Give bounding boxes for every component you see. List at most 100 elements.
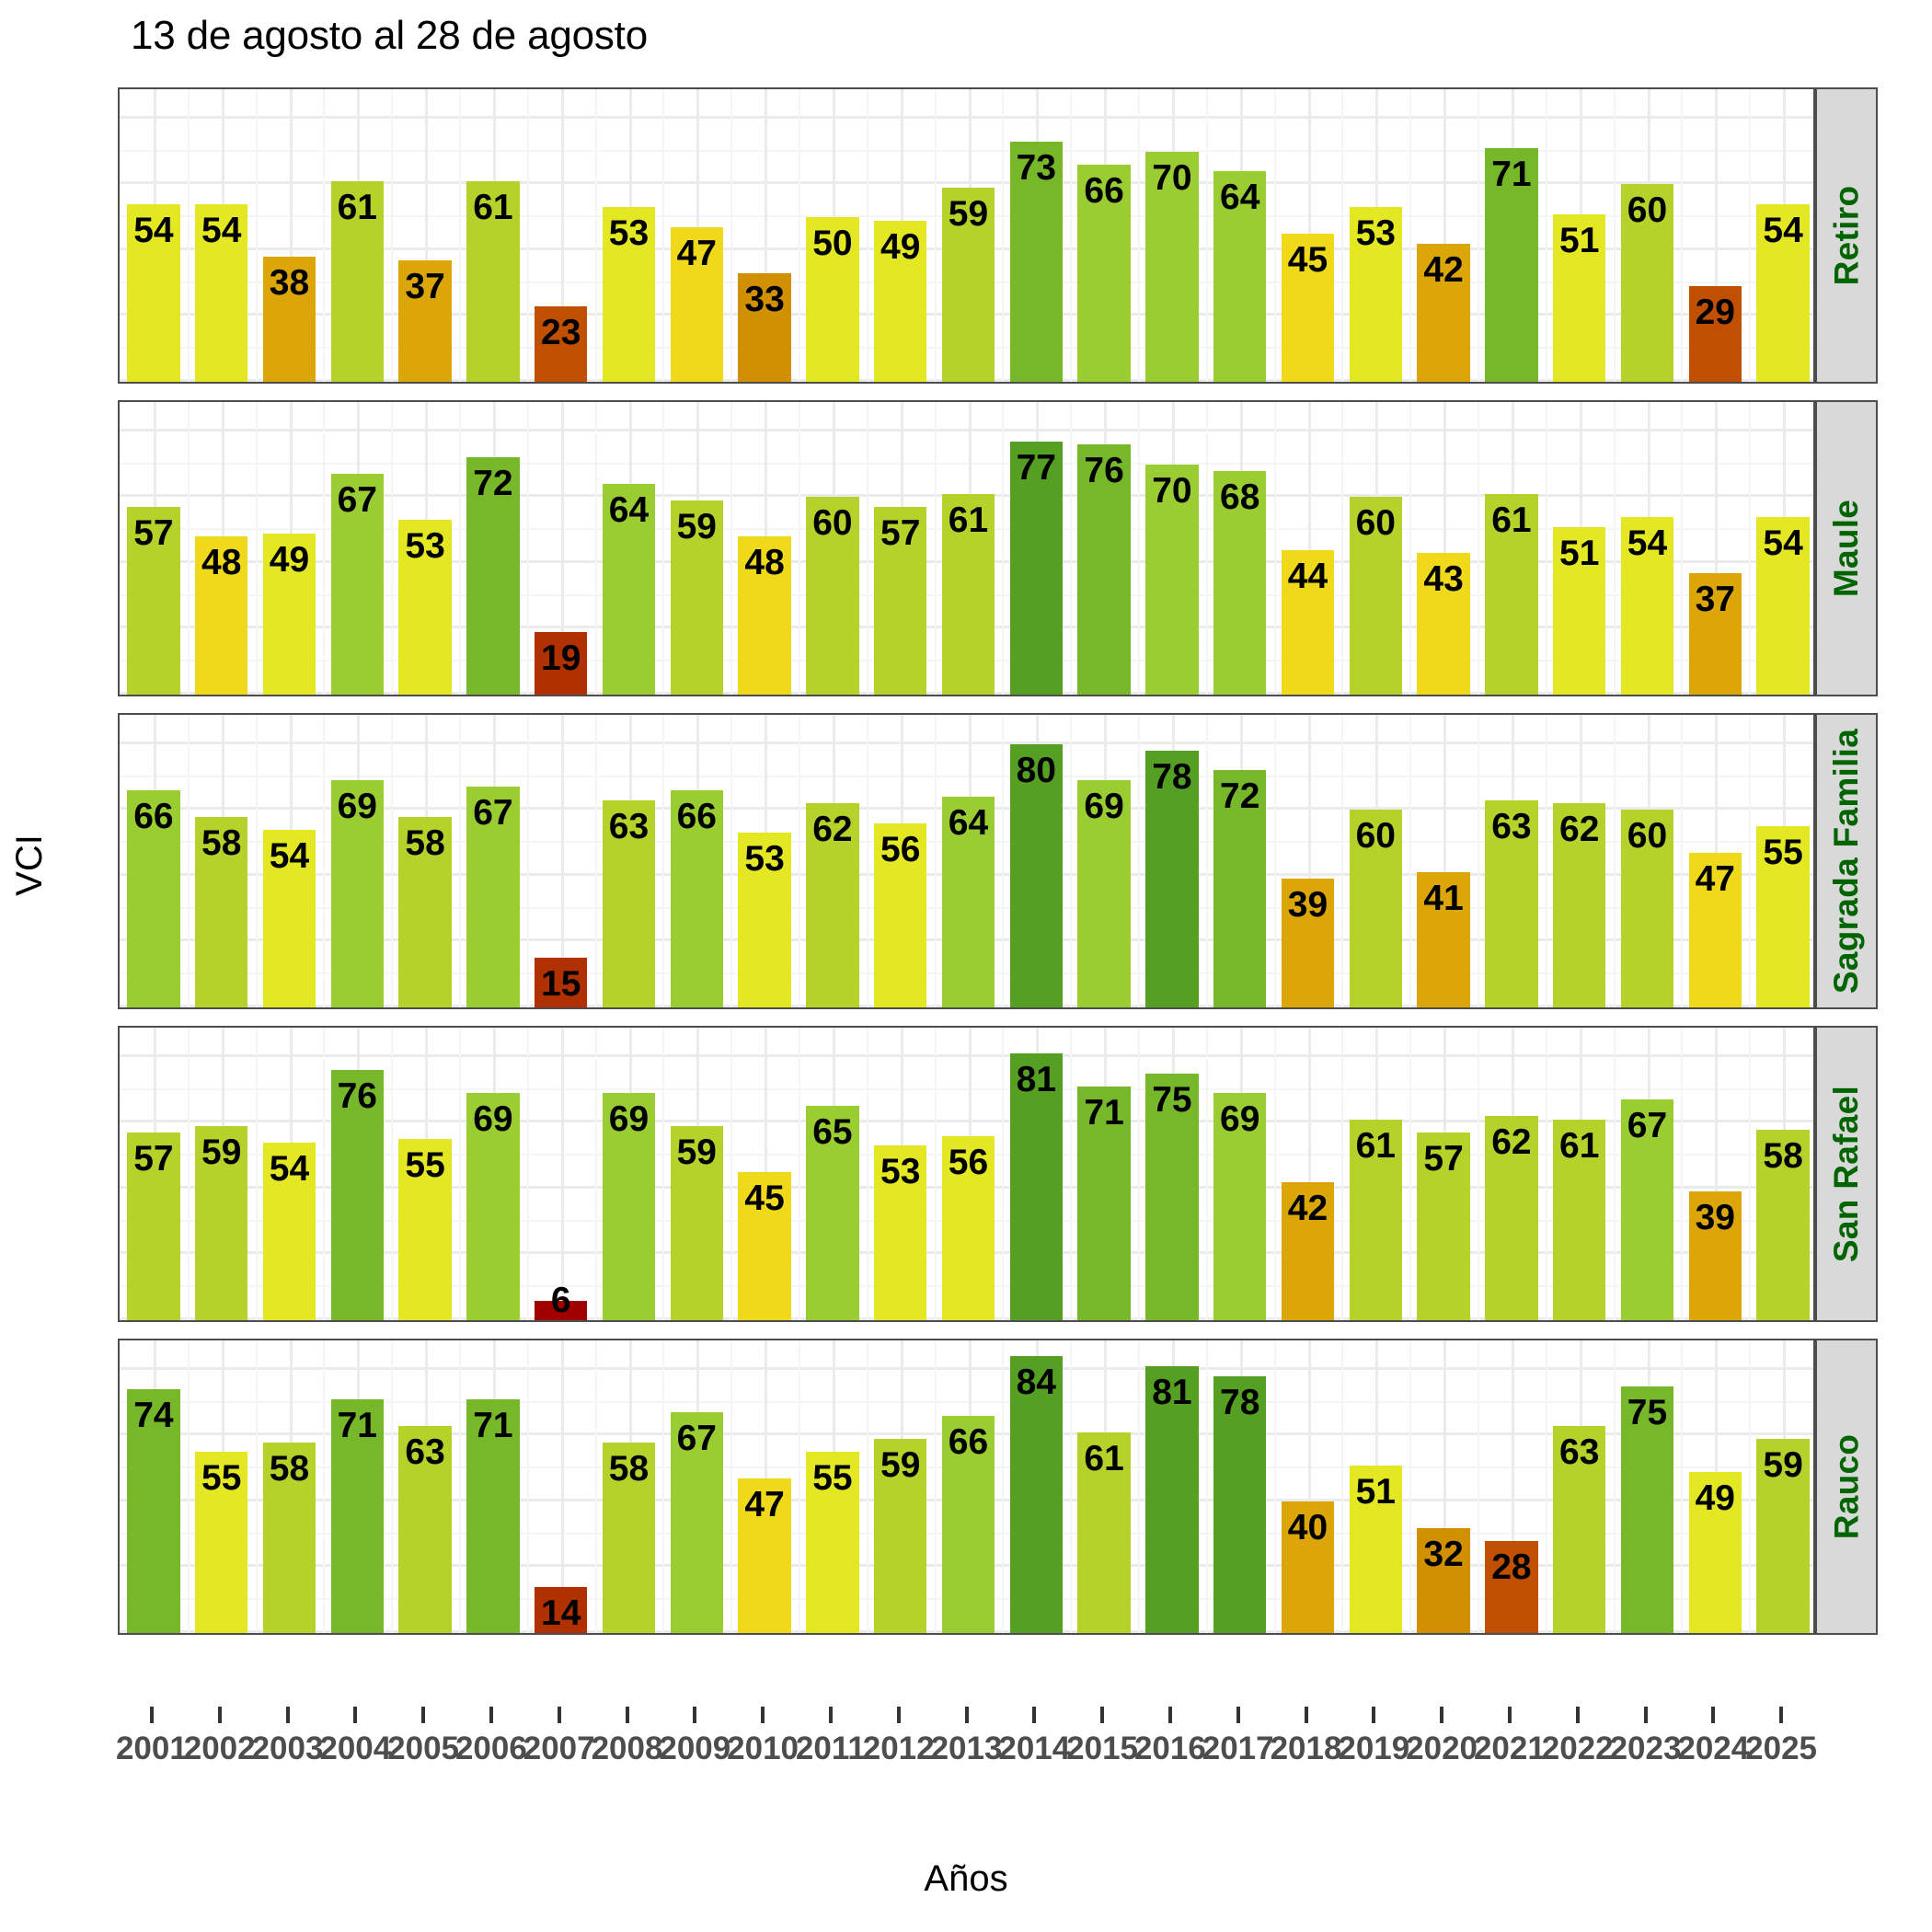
bar[interactable]: [602, 1442, 656, 1633]
bar[interactable]: [1756, 1129, 1810, 1320]
bar[interactable]: [1145, 1366, 1199, 1633]
bar[interactable]: [1620, 1099, 1674, 1320]
bar[interactable]: [1349, 1119, 1403, 1320]
bar[interactable]: [602, 799, 656, 1007]
bar[interactable]: [1213, 470, 1267, 695]
bar[interactable]: [127, 1133, 180, 1320]
bar[interactable]: [194, 536, 248, 695]
bar[interactable]: [1281, 879, 1335, 1007]
bar[interactable]: [738, 1172, 791, 1320]
bar[interactable]: [330, 780, 385, 1007]
bar[interactable]: [1552, 213, 1606, 382]
bar[interactable]: [1417, 243, 1470, 382]
bar[interactable]: [1620, 516, 1674, 695]
bar[interactable]: [1417, 1527, 1470, 1633]
bar[interactable]: [738, 1478, 791, 1633]
bar[interactable]: [398, 1425, 452, 1633]
bar[interactable]: [670, 1125, 724, 1320]
bar[interactable]: [466, 787, 520, 1007]
bar[interactable]: [806, 217, 859, 382]
bar[interactable]: [466, 1093, 520, 1320]
bar[interactable]: [330, 474, 385, 695]
bar[interactable]: [602, 484, 656, 695]
bar[interactable]: [1756, 1438, 1810, 1633]
bar[interactable]: [1688, 1191, 1742, 1320]
bar[interactable]: [330, 180, 385, 382]
bar[interactable]: [1417, 872, 1470, 1007]
bar[interactable]: [262, 1142, 316, 1320]
bar[interactable]: [941, 1415, 995, 1633]
bar[interactable]: [806, 803, 859, 1007]
bar[interactable]: [1756, 203, 1810, 382]
bar[interactable]: [1349, 1465, 1403, 1633]
bar[interactable]: [398, 259, 452, 382]
bar[interactable]: [1145, 750, 1199, 1007]
bar[interactable]: [534, 958, 588, 1007]
bar[interactable]: [1213, 770, 1267, 1007]
bar[interactable]: [1552, 1119, 1606, 1320]
bar[interactable]: [1281, 234, 1335, 382]
bar[interactable]: [127, 507, 180, 695]
bar[interactable]: [1620, 810, 1674, 1007]
bar[interactable]: [738, 272, 791, 382]
bar[interactable]: [1145, 464, 1199, 695]
bar[interactable]: [1485, 493, 1538, 695]
bar[interactable]: [1620, 184, 1674, 382]
bar[interactable]: [262, 1442, 316, 1633]
bar[interactable]: [806, 1452, 859, 1633]
bar[interactable]: [1417, 553, 1470, 695]
bar[interactable]: [1009, 441, 1064, 695]
bar[interactable]: [1009, 1053, 1064, 1320]
bar[interactable]: [1213, 171, 1267, 382]
bar[interactable]: [873, 1438, 927, 1633]
bar[interactable]: [602, 1093, 656, 1320]
bar[interactable]: [806, 1106, 859, 1320]
bar[interactable]: [1213, 1375, 1267, 1633]
bar[interactable]: [1552, 526, 1606, 695]
bar[interactable]: [1077, 1086, 1131, 1320]
bar[interactable]: [534, 632, 588, 695]
bar[interactable]: [398, 1139, 452, 1320]
bar[interactable]: [1485, 1540, 1538, 1633]
bar[interactable]: [1077, 164, 1131, 382]
bar[interactable]: [670, 500, 724, 695]
bar[interactable]: [670, 789, 724, 1007]
bar[interactable]: [534, 305, 588, 382]
bar[interactable]: [738, 833, 791, 1007]
bar[interactable]: [534, 1300, 588, 1320]
bar[interactable]: [1620, 1386, 1674, 1633]
bar[interactable]: [1688, 1471, 1742, 1633]
bar[interactable]: [1688, 572, 1742, 695]
bar[interactable]: [194, 1125, 248, 1320]
bar[interactable]: [873, 507, 927, 695]
bar[interactable]: [330, 1070, 385, 1320]
bar[interactable]: [194, 816, 248, 1007]
bar[interactable]: [1552, 1425, 1606, 1633]
bar[interactable]: [1552, 803, 1606, 1007]
bar[interactable]: [1281, 1181, 1335, 1320]
bar[interactable]: [1756, 516, 1810, 695]
bar[interactable]: [466, 180, 520, 382]
bar[interactable]: [194, 203, 248, 382]
bar[interactable]: [873, 220, 927, 382]
bar[interactable]: [534, 1586, 588, 1633]
bar[interactable]: [1077, 780, 1131, 1007]
bar[interactable]: [670, 1412, 724, 1633]
bar[interactable]: [1077, 444, 1131, 695]
bar[interactable]: [127, 203, 180, 382]
bar[interactable]: [941, 797, 995, 1007]
bar[interactable]: [1009, 141, 1064, 382]
bar[interactable]: [1009, 743, 1064, 1007]
bar[interactable]: [262, 829, 316, 1007]
bar[interactable]: [1077, 1432, 1131, 1633]
bar[interactable]: [1417, 1133, 1470, 1320]
bar[interactable]: [1485, 799, 1538, 1007]
bar[interactable]: [941, 493, 995, 695]
bar[interactable]: [1756, 826, 1810, 1007]
bar[interactable]: [1009, 1356, 1064, 1633]
bar[interactable]: [1485, 147, 1538, 382]
bar[interactable]: [941, 187, 995, 382]
bar[interactable]: [873, 822, 927, 1007]
bar[interactable]: [602, 207, 656, 382]
bar[interactable]: [873, 1145, 927, 1320]
